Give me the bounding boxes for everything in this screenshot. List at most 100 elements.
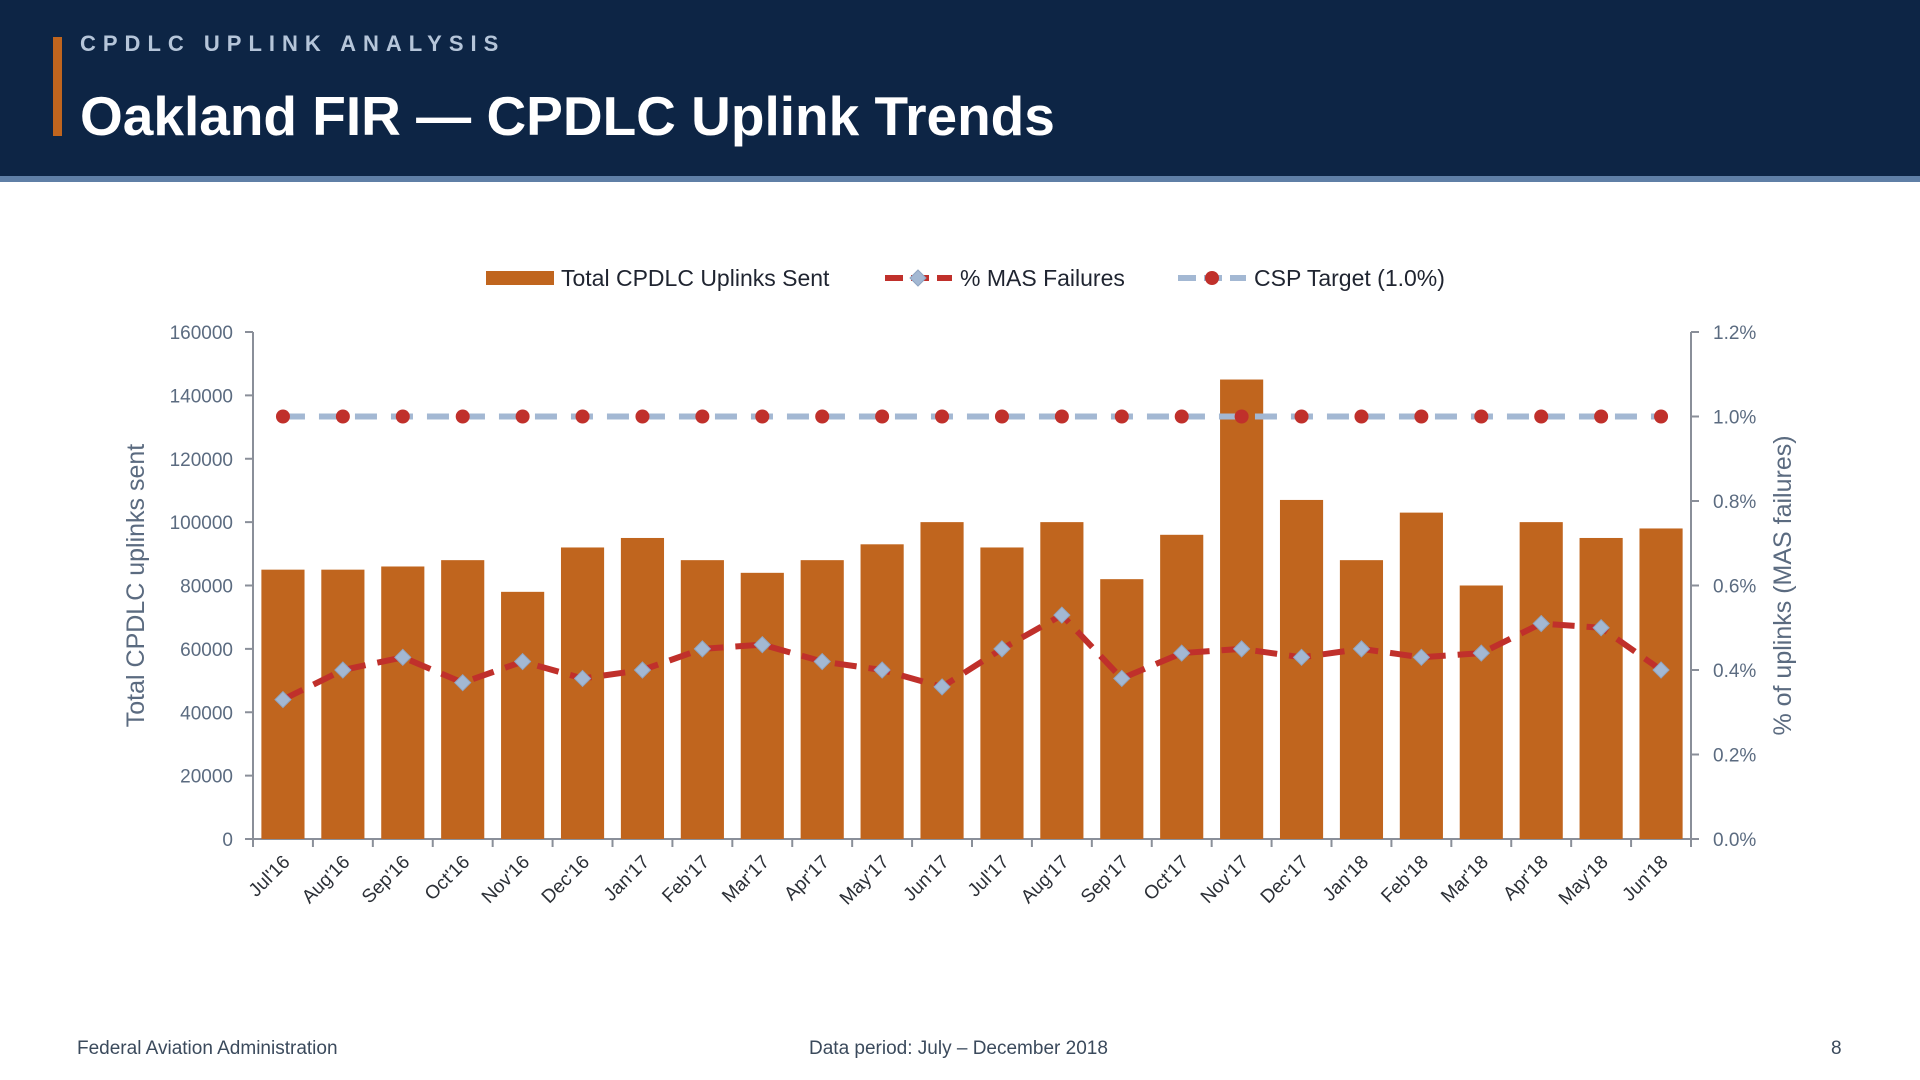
bar — [800, 560, 844, 839]
target-point — [935, 409, 950, 424]
y2-tick-label: 0.0% — [1713, 830, 1756, 851]
y-tick-label: 0 — [222, 830, 233, 851]
x-tick-label: May'17 — [836, 852, 894, 910]
y-tick-label: 100000 — [170, 513, 233, 534]
legend-label-uplinks: Total CPDLC Uplinks Sent — [561, 265, 830, 291]
x-tick-label: Jun'18 — [1619, 852, 1673, 906]
x-tick-label: Feb'18 — [1377, 852, 1433, 908]
y2-tick-label: 1.0% — [1713, 408, 1756, 429]
page-number: 8 — [1831, 1038, 1842, 1059]
bar — [1579, 537, 1623, 839]
mas-point — [753, 635, 771, 654]
y-axis-title: Total CPDLC uplinks sent — [122, 444, 150, 728]
x-tick-label: Nov'17 — [1197, 852, 1253, 908]
bar — [381, 566, 425, 839]
target-point — [1534, 409, 1549, 424]
section-eyebrow: CPDLC UPLINK ANALYSIS — [80, 31, 506, 56]
bar — [1399, 512, 1443, 839]
footer-organization: Federal Aviation Administration — [77, 1038, 338, 1059]
target-point — [875, 409, 890, 424]
mas-point — [334, 661, 352, 679]
target-point — [395, 409, 410, 424]
header-divider — [0, 176, 1920, 182]
target-point — [815, 409, 830, 424]
mas-point — [993, 640, 1011, 658]
mas-series — [274, 606, 1670, 709]
bar — [441, 560, 485, 839]
x-tick-label: Nov'16 — [478, 852, 534, 908]
mas-point — [274, 690, 292, 709]
y-tick-label: 140000 — [170, 386, 233, 407]
mas-point — [1173, 644, 1191, 662]
x-tick-label: Sep'17 — [1077, 852, 1133, 908]
mas-point — [1472, 644, 1490, 662]
x-tick-label: Jul'16 — [245, 852, 295, 902]
bar — [1459, 585, 1503, 839]
x-tick-label: Jul'17 — [964, 852, 1014, 902]
footer-data-period: Data period: July – December 2018 — [809, 1038, 1108, 1059]
target-point — [1414, 409, 1429, 424]
y-tick-label: 20000 — [180, 767, 233, 788]
bar — [1220, 379, 1264, 839]
target-point — [1234, 409, 1249, 424]
chart-axes: 0 20000 40000 60000 80000 100000 120000 140000 1… — [122, 323, 1797, 851]
x-tick-label: Aug'16 — [298, 852, 354, 908]
mas-point — [633, 661, 652, 679]
y2-tick-label: 0.6% — [1713, 577, 1756, 598]
slide-title: Oakland FIR — CPDLC Uplink Trends — [80, 85, 1055, 147]
target-point — [515, 409, 530, 424]
bar — [620, 537, 665, 839]
x-tick-label: Oct'16 — [421, 852, 474, 905]
mas-point — [1352, 640, 1371, 658]
target-point — [1294, 409, 1309, 424]
y2-tick-label: 1.2% — [1713, 323, 1756, 344]
x-tick-label: Oct'17 — [1140, 852, 1193, 905]
mas-point — [513, 652, 532, 671]
mas-point — [873, 661, 891, 679]
target-point — [1594, 409, 1609, 424]
bar — [560, 547, 605, 839]
title-accent-bar — [53, 37, 62, 136]
bar — [1279, 499, 1324, 839]
x-tick-label: Jan'17 — [600, 852, 654, 906]
y-tick-label: 80000 — [180, 577, 233, 598]
x-tick-label: Dec'16 — [538, 852, 594, 908]
y2-tick-label: 0.8% — [1713, 492, 1756, 513]
x-tick-label: Apr'17 — [780, 852, 833, 905]
target-point — [755, 409, 770, 424]
target-point — [275, 409, 290, 424]
x-tick-label: Sep'16 — [358, 852, 414, 908]
mas-point — [1592, 619, 1610, 637]
x-tick-labels: Jul'16 Aug'16 Sep'16 Oct'16 Nov'16 Dec'16 Jan'… — [245, 852, 1673, 910]
mas-point — [1232, 640, 1251, 658]
target-point — [335, 409, 350, 424]
target-point — [1654, 409, 1669, 424]
legend-swatch-bar — [486, 271, 554, 285]
mas-point — [1532, 614, 1550, 633]
bar — [980, 547, 1024, 839]
mas-point — [933, 678, 951, 696]
bar — [501, 591, 545, 839]
mas-point — [693, 640, 712, 658]
target-point — [1174, 409, 1189, 424]
x-tick-label: Jan'18 — [1319, 852, 1373, 906]
mas-point — [1652, 661, 1670, 679]
mas-line — [281, 612, 1663, 703]
mas-point — [1292, 648, 1311, 667]
bar — [860, 544, 904, 839]
bar — [1639, 528, 1683, 839]
y-tick-label: 120000 — [170, 450, 233, 471]
target-series — [275, 409, 1669, 424]
x-tick-label: Mar'18 — [1437, 852, 1492, 907]
bar — [1339, 560, 1384, 839]
x-tick-label: Mar'17 — [718, 852, 773, 907]
mas-point — [454, 673, 472, 692]
x-tick-label: May'18 — [1555, 852, 1613, 910]
target-point — [575, 409, 590, 424]
x-tick-label: Feb'17 — [658, 852, 714, 908]
legend-swatch-mas-marker — [909, 269, 927, 287]
bar — [680, 560, 724, 839]
y-tick-label: 60000 — [180, 640, 233, 661]
mas-point — [1412, 648, 1431, 667]
target-point — [635, 409, 650, 424]
